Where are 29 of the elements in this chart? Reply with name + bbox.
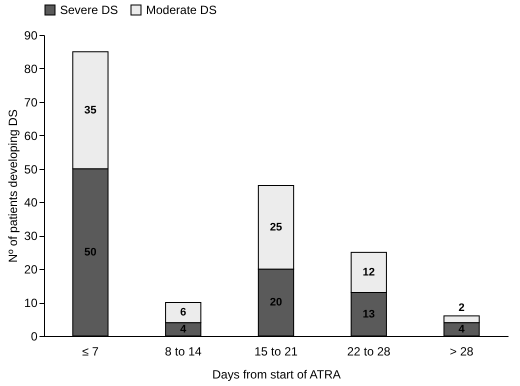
x-tick-label: ≤ 7: [82, 344, 100, 358]
y-tick-label: 30: [24, 229, 38, 244]
data-label: 35: [84, 104, 97, 116]
data-label: 4: [458, 323, 466, 336]
y-tick-label: 90: [24, 28, 38, 42]
y-tick-label: 60: [24, 128, 38, 143]
x-tick-label: 22 to 28: [347, 344, 391, 358]
y-tick-label: 20: [24, 262, 38, 277]
y-tick-label: 80: [24, 62, 38, 76]
x-tick-label: > 28: [450, 344, 474, 358]
data-label: 20: [270, 296, 282, 309]
data-label: 25: [270, 221, 282, 234]
data-label: 50: [84, 246, 97, 258]
y-tick-label: 40: [24, 196, 38, 210]
data-label: 13: [362, 308, 375, 320]
y-tick-label: 70: [24, 95, 38, 110]
x-axis-title: Days from start of ATRA: [212, 368, 341, 382]
data-label: 2: [458, 302, 465, 314]
data-label: 4: [180, 323, 188, 336]
x-tick-label: 8 to 14: [164, 344, 202, 358]
y-tick-label: 50: [24, 162, 38, 176]
x-tick-label: 15 to 21: [254, 344, 298, 358]
y-tick-label: 10: [24, 296, 38, 310]
data-label: 6: [180, 306, 186, 319]
legend-label: Moderate DS: [146, 3, 217, 17]
data-label: 12: [362, 266, 375, 278]
legend-label: Severe DS: [60, 3, 118, 17]
y-tick-label: 0: [30, 330, 38, 344]
y-axis-title: Nº of patients developing DS: [6, 109, 20, 263]
